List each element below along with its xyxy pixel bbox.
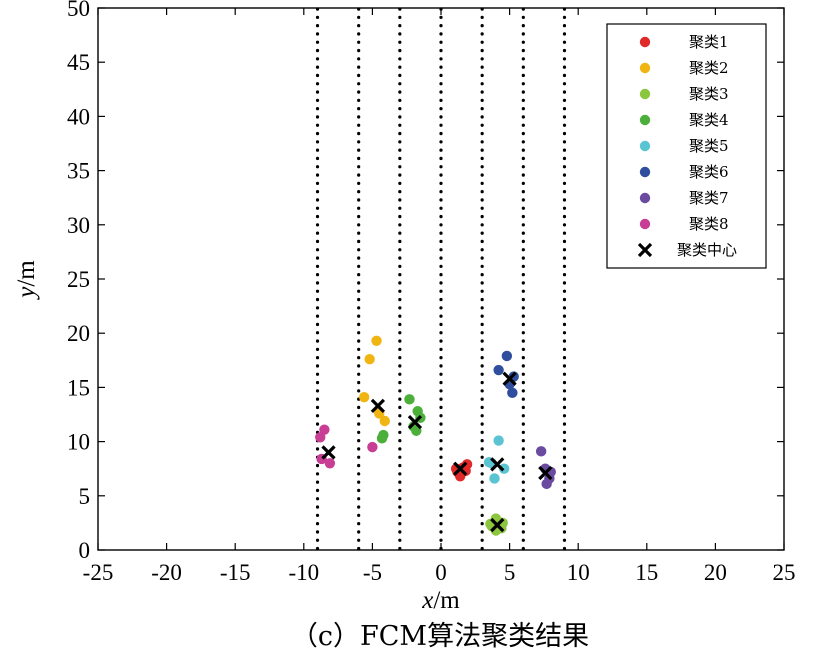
data-point [319, 424, 330, 435]
legend-marker [639, 62, 651, 74]
legend-marker [639, 166, 651, 178]
center-stroke [490, 517, 505, 533]
center-stroke [407, 414, 423, 430]
legend-marker [639, 36, 651, 48]
data-point [461, 459, 473, 470]
y-tick-label: 25 [67, 267, 90, 292]
x-tick-label: 25 [773, 560, 796, 585]
x-tick-label: -15 [220, 560, 251, 585]
x-tick-label: -5 [363, 560, 382, 585]
cluster-center-marker [538, 465, 553, 481]
data-point [507, 387, 518, 399]
center-stroke [453, 461, 468, 476]
cluster-center-marker [490, 517, 505, 533]
cluster-center-marker [490, 457, 505, 472]
legend-entry-label: 聚类6 [689, 163, 729, 181]
x-tick-label: 0 [435, 560, 447, 585]
legend-entry-label: 聚类2 [689, 59, 729, 77]
data-point [364, 354, 375, 365]
legend-entry-label: 聚类8 [689, 215, 729, 233]
legend-marker [639, 88, 651, 100]
cluster-center-marker [321, 445, 336, 460]
data-point [358, 391, 370, 403]
data-point [324, 458, 336, 469]
figure-caption: （c）FCM算法聚类结果 [291, 621, 589, 652]
data-point [489, 473, 500, 484]
cluster-center-marker [407, 414, 423, 430]
y-tick-label: 30 [67, 213, 90, 238]
x-tick-label: 15 [635, 560, 658, 585]
y-tick-label: 50 [67, 0, 90, 21]
data-point [404, 394, 415, 405]
cluster-center-marker [370, 398, 386, 413]
y-tick-label: 15 [67, 375, 90, 400]
data-point [493, 364, 504, 376]
legend-marker [639, 192, 651, 204]
y-tick-label: 45 [67, 50, 90, 75]
center-stroke [502, 371, 517, 386]
center-stroke [538, 465, 553, 481]
y-tick-label: 20 [67, 321, 90, 346]
data-point [535, 446, 547, 457]
legend-marker [639, 114, 651, 126]
data-point [315, 432, 326, 443]
data-point [493, 435, 504, 446]
center-stroke [637, 242, 653, 258]
legend-entry-label: 聚类7 [689, 189, 729, 207]
center-stroke [370, 398, 386, 413]
data-point [379, 415, 390, 427]
data-point [371, 335, 382, 346]
y-tick-label: 40 [67, 104, 90, 129]
plot-area: -25 -20 -15 -10 -5 0 5 10 15 20 25 0 5 10 15 20 25 30 35 40… [67, 0, 796, 585]
legend-marker [639, 140, 651, 152]
legend-entry-label: 聚类5 [689, 137, 729, 155]
center-stroke [490, 457, 505, 472]
legend-entry-label: 聚类4 [689, 111, 729, 129]
legend-box [606, 23, 767, 269]
center-stroke [321, 445, 336, 460]
legend: 聚类1 聚类2 聚类3 聚类4 聚类5 聚类6 聚类7 聚类8 聚类中心 [606, 23, 767, 269]
x-tick-label: 5 [504, 560, 516, 585]
data-point [367, 441, 378, 453]
data-point [376, 433, 388, 444]
y-tick-label: 35 [67, 159, 90, 184]
legend-entry-label: 聚类中心 [677, 241, 737, 259]
x-tick-label: -10 [288, 560, 319, 585]
y-tick-label: 10 [67, 430, 90, 455]
cluster-center-marker [502, 371, 517, 386]
y-tick-label: 0 [79, 538, 91, 563]
y-tick-label: 5 [79, 484, 91, 509]
legend-entry-label: 聚类3 [689, 85, 729, 103]
x-tick-label: -25 [83, 560, 114, 585]
data-point [498, 463, 510, 474]
data-point [501, 350, 513, 362]
x-axis-label: x/m [421, 587, 460, 614]
x-tick-label: 10 [567, 560, 590, 585]
legend-center-marker [637, 242, 653, 258]
y-axis-label: y/m [13, 260, 40, 301]
x-tick-label: 20 [704, 560, 727, 585]
legend-entry-label: 聚类1 [689, 33, 729, 51]
x-tick-label: -20 [151, 560, 182, 585]
legend-marker [639, 218, 651, 230]
cluster-center-marker [453, 461, 468, 476]
